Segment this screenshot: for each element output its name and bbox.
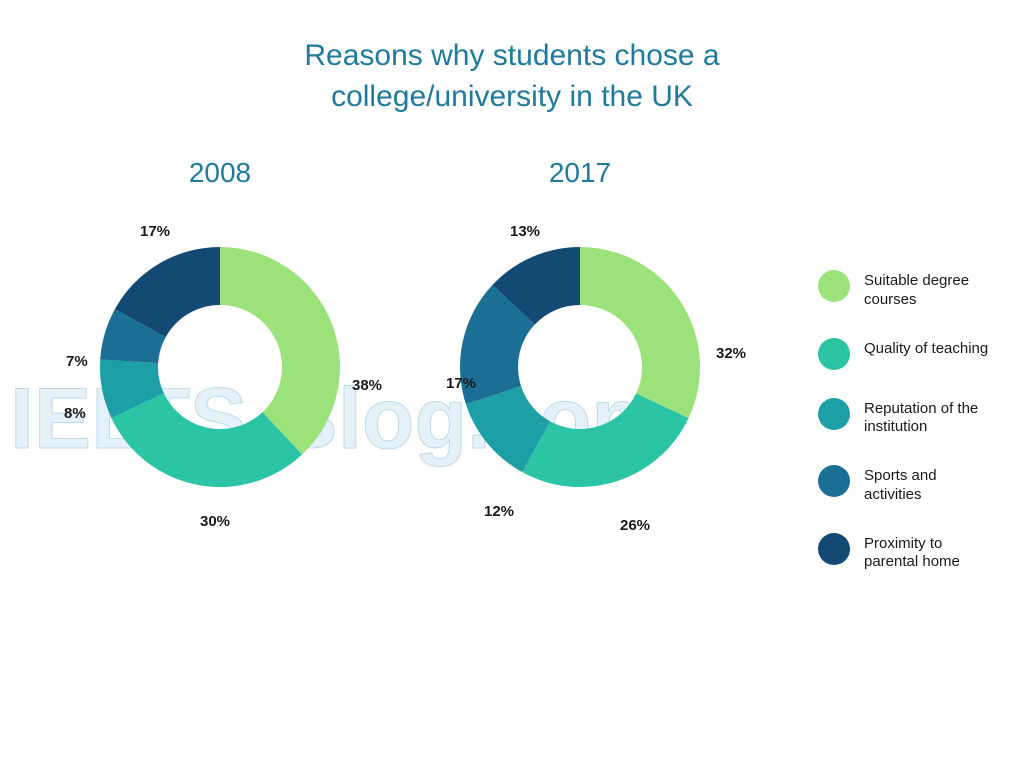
chart-block-2017: 201732%26%12%17%13% [430, 157, 730, 517]
donut-slice-suitable [580, 247, 700, 418]
slice-label-sports: 17% [446, 375, 476, 392]
legend-swatch-suitable [818, 270, 850, 302]
legend-swatch-proximity [818, 533, 850, 565]
chart-title: Reasons why students chose a college/uni… [0, 0, 1024, 117]
donut-slice-suitable [220, 247, 340, 454]
legend-label: Proximity to parental home [864, 533, 994, 573]
slice-label-sports: 7% [66, 353, 88, 370]
slice-label-proximity: 17% [140, 223, 170, 240]
legend-item-reputation: Reputation of the institution [818, 398, 994, 438]
legend-label: Reputation of the institution [864, 398, 994, 438]
legend-label: Suitable degree courses [864, 270, 994, 310]
title-line-2: college/university in the UK [331, 80, 693, 113]
chart-year-label: 2017 [549, 157, 611, 189]
slice-label-proximity: 13% [510, 223, 540, 240]
slice-label-suitable: 32% [716, 345, 746, 362]
slice-label-reputation: 12% [484, 503, 514, 520]
legend-swatch-sports [818, 465, 850, 497]
legend-swatch-reputation [818, 398, 850, 430]
slice-label-quality: 26% [620, 517, 650, 534]
legend-item-proximity: Proximity to parental home [818, 533, 994, 573]
legend: Suitable degree courses Quality of teachi… [818, 270, 994, 572]
chart-block-2008: 2008 38%30%8%7%17% [70, 157, 370, 517]
slice-label-suitable: 38% [352, 377, 382, 394]
donut-chart-2008: 38%30%8%7%17% [70, 217, 370, 517]
legend-swatch-quality [818, 338, 850, 370]
slice-label-quality: 30% [200, 513, 230, 530]
donut-slice-quality [522, 393, 688, 487]
legend-label: Quality of teaching [864, 338, 988, 359]
legend-label: Sports and activities [864, 465, 994, 505]
legend-item-suitable: Suitable degree courses [818, 270, 994, 310]
donut-chart-2017: 32%26%12%17%13% [430, 217, 730, 517]
chart-year-label: 2008 [189, 157, 251, 189]
legend-item-sports: Sports and activities [818, 465, 994, 505]
legend-item-quality: Quality of teaching [818, 338, 994, 370]
title-line-1: Reasons why students chose a [304, 39, 719, 72]
slice-label-reputation: 8% [64, 405, 86, 422]
